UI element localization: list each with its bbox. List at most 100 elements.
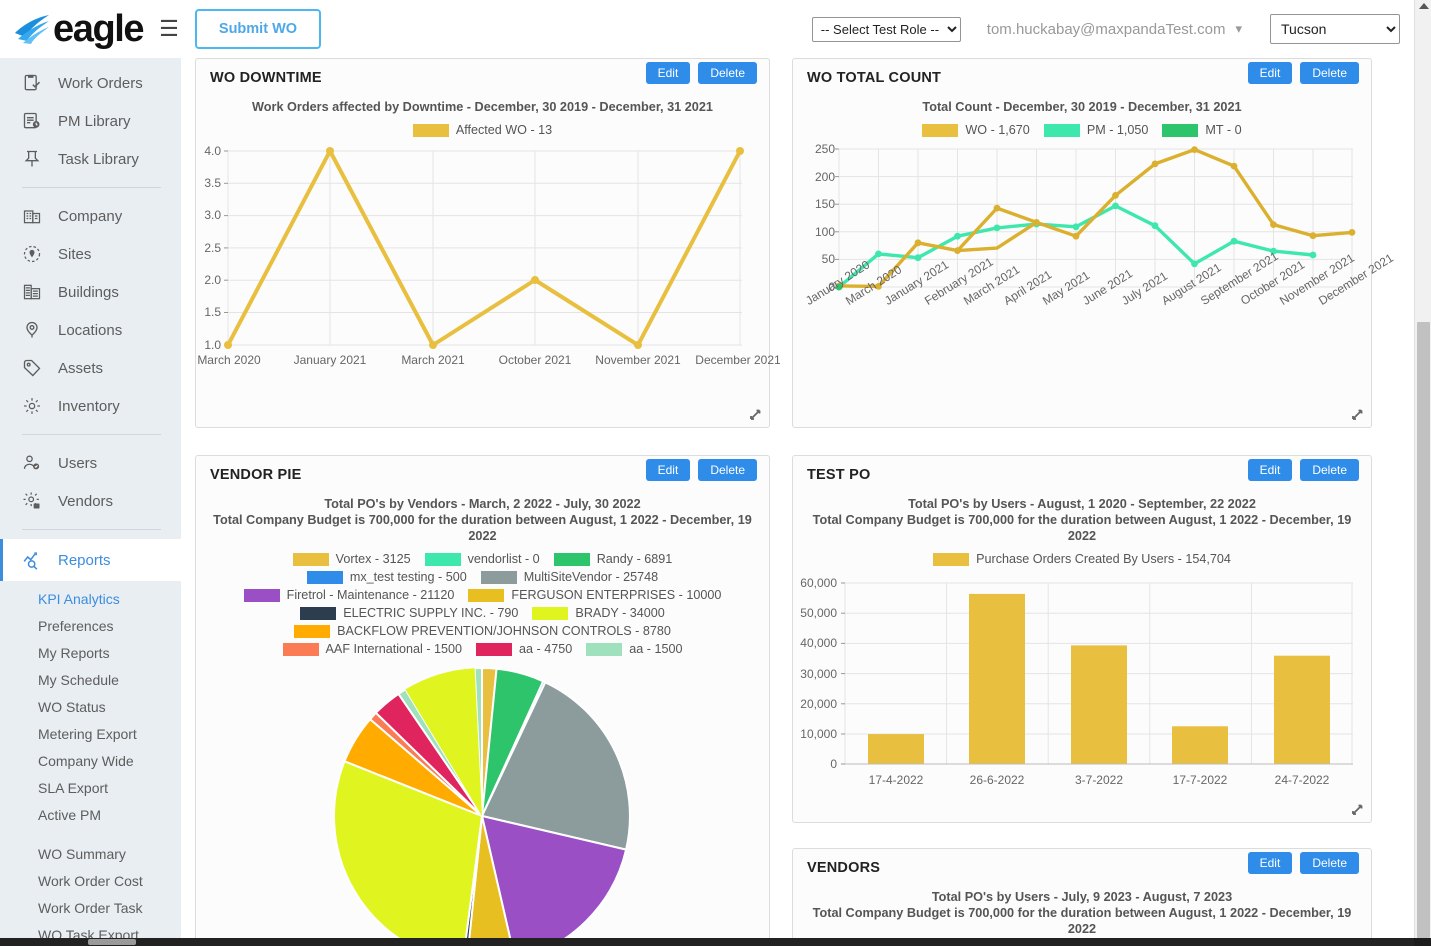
legend-item[interactable]: aa - 1500 bbox=[586, 642, 682, 656]
chevron-down-icon[interactable]: ▾ bbox=[1235, 21, 1242, 36]
legend-label: FERGUSON ENTERPRISES - 10000 bbox=[511, 588, 722, 602]
sidebar-item-vendors[interactable]: Vendors bbox=[0, 482, 181, 520]
delete-button[interactable]: Delete bbox=[698, 459, 757, 481]
x-axis-tick: 3-7-2022 bbox=[1074, 773, 1124, 787]
sidebar-item-company[interactable]: Company bbox=[0, 197, 181, 235]
sidebar-item-inventory[interactable]: Inventory bbox=[0, 387, 181, 425]
edit-button[interactable]: Edit bbox=[1247, 62, 1293, 84]
delete-button[interactable]: Delete bbox=[1300, 62, 1359, 84]
chart-subtitle-line2: Total Company Budget is 700,000 for the … bbox=[213, 513, 752, 543]
dashboard-main: WO DOWNTIME Edit Delete Work Orders affe… bbox=[181, 58, 1414, 938]
y-axis-tick: 40,000 bbox=[800, 636, 837, 650]
y-axis-tick: 20,000 bbox=[800, 697, 837, 711]
brand-logo[interactable]: eagle bbox=[0, 10, 145, 48]
resize-handle-icon[interactable] bbox=[1350, 803, 1364, 817]
legend-label: MT - 0 bbox=[1205, 123, 1242, 137]
legend-item[interactable]: MT - 0 bbox=[1162, 123, 1242, 137]
sidebar-item-task-library[interactable]: Task Library bbox=[0, 140, 181, 178]
y-axis-tick: 150 bbox=[814, 197, 835, 211]
subnav-item-work-order-cost[interactable]: Work Order Cost bbox=[0, 867, 181, 894]
legend-item[interactable]: MultiSiteVendor - 25748 bbox=[480, 570, 659, 584]
legend-item[interactable]: BRADY - 34000 bbox=[532, 606, 665, 620]
subnav-item-company-wide[interactable]: Company Wide bbox=[0, 747, 181, 774]
resize-handle-icon[interactable] bbox=[1350, 408, 1364, 422]
scroll-up-arrow-icon[interactable] bbox=[1419, 3, 1429, 9]
card-test-po: TEST PO Edit Delete Total PO's by Users … bbox=[792, 455, 1372, 823]
y-axis-tick: 4.0 bbox=[204, 144, 221, 158]
resize-handle-icon[interactable] bbox=[748, 408, 762, 422]
sidebar-item-work-orders[interactable]: Work Orders bbox=[0, 64, 181, 102]
legend-swatch-icon bbox=[300, 606, 337, 620]
legend-label: Randy - 6891 bbox=[596, 552, 673, 566]
vertical-scrollbar[interactable] bbox=[1414, 0, 1431, 938]
delete-button[interactable]: Delete bbox=[698, 62, 757, 84]
card-wo-total-count: WO TOTAL COUNT Edit Delete Total Count -… bbox=[792, 58, 1396, 428]
legend-item[interactable]: WO - 1,670 bbox=[922, 123, 1030, 137]
subnav-item-metering-export[interactable]: Metering Export bbox=[0, 720, 181, 747]
legend-item[interactable]: mx_test testing - 500 bbox=[306, 570, 467, 584]
legend-item[interactable]: ELECTRIC SUPPLY INC. - 790 bbox=[300, 606, 518, 620]
subnav-item-active-pm[interactable]: Active PM bbox=[0, 801, 181, 828]
card-wo-downtime: WO DOWNTIME Edit Delete Work Orders affe… bbox=[195, 58, 781, 428]
legend-item[interactable]: Firetrol - Maintenance - 21120 bbox=[243, 588, 454, 602]
card-header: WO DOWNTIME Edit Delete bbox=[196, 59, 769, 99]
legend-item[interactable]: AAF International - 1500 bbox=[282, 642, 462, 656]
subnav-item-my-schedule[interactable]: My Schedule bbox=[0, 666, 181, 693]
legend-item[interactable]: FERGUSON ENTERPRISES - 10000 bbox=[468, 588, 721, 602]
subnav-item-wo-status[interactable]: WO Status bbox=[0, 693, 181, 720]
sidebar-item-locations[interactable]: Locations bbox=[0, 311, 181, 349]
y-axis-tick: 50 bbox=[821, 252, 835, 266]
subnav-label: Work Order Task bbox=[38, 899, 143, 916]
submit-wo-button[interactable]: Submit WO bbox=[194, 9, 322, 49]
legend-item[interactable]: BACKFLOW PREVENTION/JOHNSON CONTROLS - 8… bbox=[294, 624, 671, 638]
legend-item[interactable]: vendorlist - 0 bbox=[424, 552, 540, 566]
subnav-label: WO Task Export bbox=[38, 926, 139, 939]
edit-button[interactable]: Edit bbox=[1247, 459, 1293, 481]
legend-item[interactable]: Randy - 6891 bbox=[553, 552, 673, 566]
edit-button[interactable]: Edit bbox=[645, 62, 691, 84]
edit-button[interactable]: Edit bbox=[1247, 852, 1293, 874]
sidebar-label: Inventory bbox=[58, 397, 120, 415]
edit-button[interactable]: Edit bbox=[645, 459, 691, 481]
site-select[interactable]: Tucson bbox=[1270, 14, 1400, 44]
legend-label: MultiSiteVendor - 25748 bbox=[523, 570, 659, 584]
legend-label: Affected WO - 13 bbox=[455, 123, 553, 137]
legend-item[interactable]: Vortex - 3125 bbox=[292, 552, 411, 566]
subnav-item-my-reports[interactable]: My Reports bbox=[0, 639, 181, 666]
legend-item[interactable]: Affected WO - 13 bbox=[412, 123, 553, 137]
card-title: TEST PO bbox=[807, 467, 871, 483]
subnav-item-wo-task-export[interactable]: WO Task Export bbox=[0, 921, 181, 939]
horizontal-scrollbar-thumb[interactable] bbox=[88, 939, 136, 945]
clipboard-check-icon bbox=[22, 72, 48, 94]
subnav-item-preferences[interactable]: Preferences bbox=[0, 612, 181, 639]
delete-button[interactable]: Delete bbox=[1300, 459, 1359, 481]
card-actions: Edit Delete bbox=[1247, 852, 1359, 874]
subnav-item-sla-export[interactable]: SLA Export bbox=[0, 774, 181, 801]
legend-item[interactable]: PM - 1,050 bbox=[1043, 123, 1148, 137]
building-grid-icon bbox=[22, 205, 48, 227]
legend-item[interactable]: aa - 4750 bbox=[476, 642, 572, 656]
delete-button[interactable]: Delete bbox=[1300, 852, 1359, 874]
sidebar-divider bbox=[22, 434, 161, 435]
legend-item[interactable]: Purchase Orders Created By Users - 154,7… bbox=[933, 552, 1231, 566]
subnav-item-wo-summary[interactable]: WO Summary bbox=[0, 840, 181, 867]
y-axis-tick: 0 bbox=[828, 280, 835, 294]
subnav-item-kpi-analytics[interactable]: KPI Analytics bbox=[0, 585, 181, 612]
vertical-scrollbar-thumb[interactable] bbox=[1417, 322, 1430, 938]
sidebar-item-sites[interactable]: Sites bbox=[0, 235, 181, 273]
sidebar-item-buildings[interactable]: Buildings bbox=[0, 273, 181, 311]
sidebar-item-users[interactable]: Users bbox=[0, 444, 181, 482]
y-axis-tick: 250 bbox=[814, 142, 835, 156]
sidebar-item-assets[interactable]: Assets bbox=[0, 349, 181, 387]
horizontal-scrollbar[interactable] bbox=[0, 938, 1414, 946]
test-role-select[interactable]: -- Select Test Role -- bbox=[811, 16, 961, 42]
x-axis-tick: 26-6-2022 bbox=[969, 773, 1025, 787]
chart-subtitle-line2: Total Company Budget is 700,000 for the … bbox=[812, 906, 1352, 936]
eagle-logo-icon bbox=[12, 12, 52, 46]
subnav-item-work-order-task[interactable]: Work Order Task bbox=[0, 894, 181, 921]
reports-subnav: KPI Analytics Preferences My Reports My … bbox=[0, 581, 181, 938]
hamburger-menu-icon[interactable]: ☰ bbox=[159, 16, 179, 41]
y-axis-tick: 0 bbox=[830, 757, 837, 771]
sidebar-item-reports[interactable]: Reports bbox=[0, 539, 181, 581]
sidebar-item-pm-library[interactable]: PM Library bbox=[0, 102, 181, 140]
